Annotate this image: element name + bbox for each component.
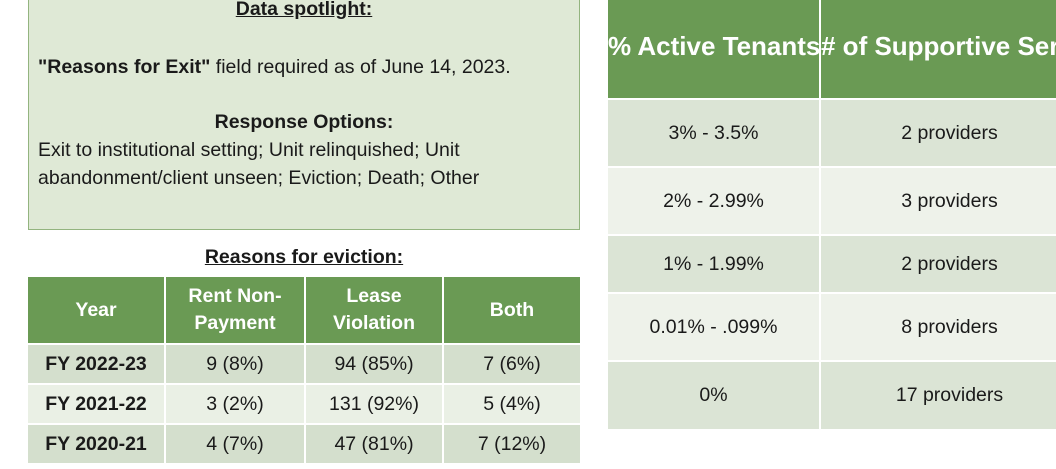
row-rent-non-payment: 9 (8%): [165, 343, 306, 384]
table-row: 2% - 2.99% 3 providers: [608, 166, 1056, 235]
row-lease-violation: 47 (81%): [305, 423, 444, 463]
row-year: FY 2021-22: [28, 383, 166, 424]
response-options-text: Exit to institutional setting; Unit reli…: [38, 139, 480, 189]
spotlight-field-name: "Reasons for Exit": [38, 56, 211, 78]
table-row: FY 2020-21 4 (7%) 47 (81%) 7 (12%): [28, 423, 580, 463]
row-both: 5 (4%): [443, 383, 580, 424]
row-lease-violation: 94 (85%): [305, 343, 444, 384]
header-supportive-services-providers: # of Supportive Services Providers: [820, 0, 1056, 99]
row-both: 7 (6%): [443, 343, 580, 384]
data-spotlight-box: Data spotlight: "Reasons for Exit" field…: [28, 0, 580, 230]
row-lease-violation: 131 (92%): [305, 383, 444, 424]
spotlight-field-note: "Reasons for Exit" field required as of …: [38, 53, 511, 81]
table-header-row: Year Rent Non-Payment Lease Violation Bo…: [28, 277, 580, 344]
header-year: Year: [28, 277, 166, 344]
row-rent-non-payment: 4 (7%): [165, 423, 306, 463]
row-eviction-rate: 0%: [608, 360, 821, 429]
table-row: 0% 17 providers: [608, 360, 1056, 429]
row-eviction-rate: 3% - 3.5%: [608, 98, 821, 167]
row-eviction-rate: 1% - 1.99%: [608, 234, 821, 293]
row-provider-count: 2 providers: [820, 234, 1056, 293]
header-lease-violation: Lease Violation: [305, 277, 444, 344]
row-year: FY 2022-23: [28, 343, 166, 384]
table-row: FY 2021-22 3 (2%) 131 (92%) 5 (4%): [28, 383, 580, 424]
table-row: 1% - 1.99% 2 providers: [608, 234, 1056, 293]
response-options-title: Response Options:: [214, 111, 394, 133]
row-both: 7 (12%): [443, 423, 580, 463]
row-rent-non-payment: 3 (2%): [165, 383, 306, 424]
spotlight-title: Data spotlight:: [235, 0, 373, 20]
table-header-row: % Active Tenants Evicted # of Supportive…: [608, 0, 1056, 99]
row-year: FY 2020-21: [28, 423, 166, 463]
row-provider-count: 17 providers: [820, 360, 1056, 429]
table-row: FY 2022-23 9 (8%) 94 (85%) 7 (6%): [28, 343, 580, 384]
eviction-rate-table: % Active Tenants Evicted # of Supportive…: [608, 0, 1056, 429]
reasons-for-eviction-table: Year Rent Non-Payment Lease Violation Bo…: [28, 277, 580, 463]
row-provider-count: 3 providers: [820, 166, 1056, 235]
row-provider-count: 2 providers: [820, 98, 1056, 167]
row-eviction-rate: 0.01% - .099%: [608, 292, 821, 361]
table-row: 0.01% - .099% 8 providers: [608, 292, 1056, 361]
header-rent-non-payment: Rent Non-Payment: [165, 277, 306, 344]
spotlight-field-text: field required as of June 14, 2023.: [210, 56, 511, 78]
row-eviction-rate: 2% - 2.99%: [608, 166, 821, 235]
row-provider-count: 8 providers: [820, 292, 1056, 361]
reasons-for-eviction-title: Reasons for eviction:: [204, 246, 404, 268]
header-percent-active-tenants-evicted: % Active Tenants Evicted: [608, 0, 821, 99]
table-row: 3% - 3.5% 2 providers: [608, 98, 1056, 167]
header-both: Both: [443, 277, 580, 344]
